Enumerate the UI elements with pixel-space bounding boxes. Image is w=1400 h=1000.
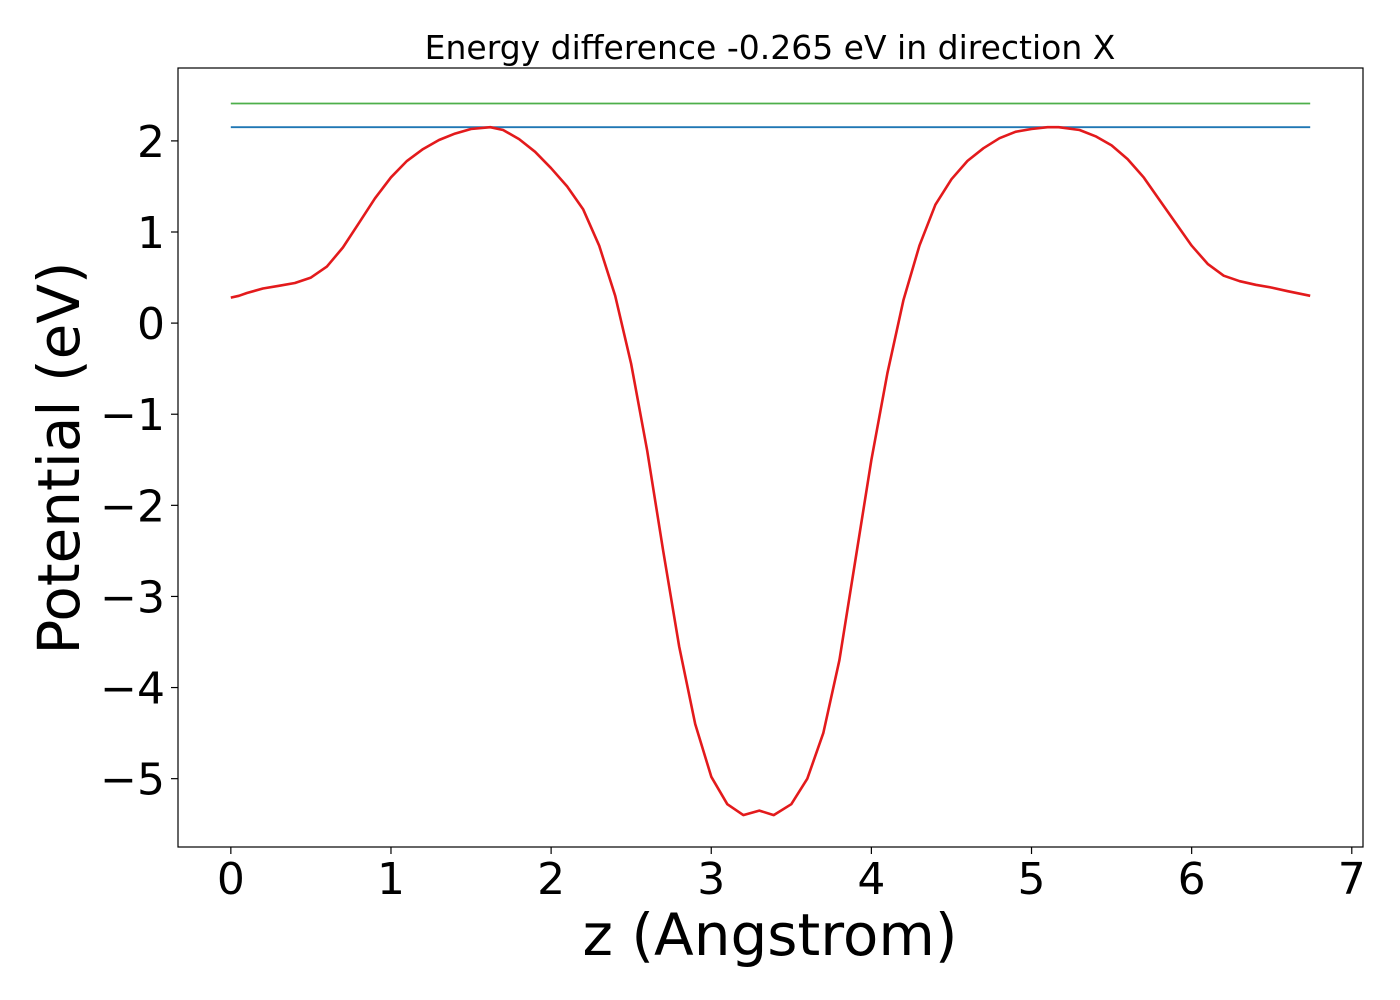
x-tick-label: 1 bbox=[377, 854, 405, 905]
y-tick-label: 1 bbox=[137, 208, 165, 259]
y-tick-label: −4 bbox=[100, 664, 165, 715]
x-tick-label: 4 bbox=[857, 854, 885, 905]
series-line-potential bbox=[230, 125, 1311, 817]
y-tick-label: −5 bbox=[100, 755, 165, 806]
x-tick-label: 2 bbox=[537, 854, 565, 905]
x-tick-label: 6 bbox=[1178, 854, 1206, 905]
y-tick-label: −3 bbox=[100, 572, 165, 623]
series-layer bbox=[230, 102, 1311, 817]
y-axis-title: Potential (eV) bbox=[25, 261, 93, 654]
y-tick-label: 2 bbox=[137, 117, 165, 168]
x-tick-label: 7 bbox=[1338, 854, 1366, 905]
y-tick-label: −1 bbox=[100, 390, 165, 441]
y-tick-label: 0 bbox=[137, 299, 165, 350]
x-tick-label: 3 bbox=[697, 854, 725, 905]
x-axis-title: z (Angstrom) bbox=[583, 901, 958, 969]
x-tick-label: 5 bbox=[1018, 854, 1046, 905]
y-tick-label: −2 bbox=[100, 481, 165, 532]
y-axis: 2 1 0 −1 −2 −3 −4 −5 bbox=[100, 117, 178, 806]
plot-frame bbox=[177, 67, 1364, 848]
chart-title: Energy difference -0.265 eV in direction… bbox=[425, 28, 1116, 67]
x-tick-label: 0 bbox=[217, 854, 245, 905]
x-axis: 0 1 2 3 4 5 6 7 bbox=[217, 847, 1366, 905]
